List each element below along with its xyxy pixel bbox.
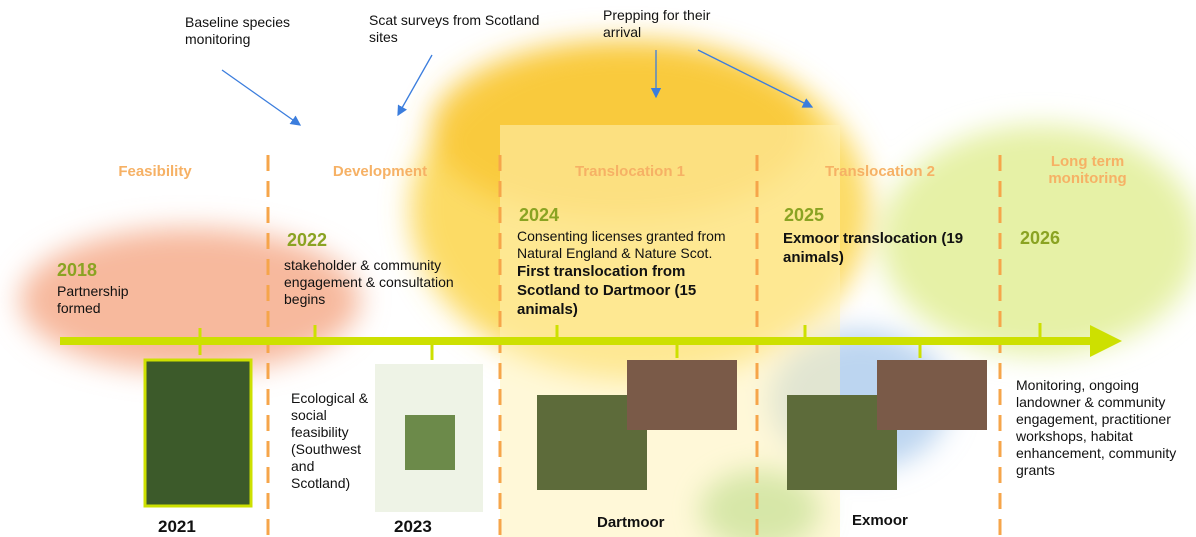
event-text: Partnership formed <box>57 283 157 317</box>
annotation: Prepping for their arrival <box>603 7 743 41</box>
event-year: 2018 <box>57 260 97 281</box>
place-label: Exmoor <box>852 511 908 530</box>
phase-label: Long term monitoring <box>1030 153 1145 187</box>
event-highlight: First translocation from Scotland to Dar… <box>517 263 696 318</box>
note: Monitoring, ongoing landowner & communit… <box>1016 377 1191 479</box>
event-year: 2026 <box>1020 228 1060 249</box>
year-label: 2021 <box>158 517 196 537</box>
annotation: Scat surveys from Scotland sites <box>369 12 569 46</box>
annotation: Baseline species monitoring <box>185 14 325 48</box>
event-text: stakeholder & community engagement & con… <box>284 257 484 308</box>
place-label: Dartmoor <box>597 513 665 532</box>
event-year: 2025 <box>784 205 824 226</box>
event-text: Consenting licenses granted from Natural… <box>517 228 742 319</box>
event-highlight: Exmoor translocation (19 animals) <box>783 229 983 267</box>
phase-label: Translocation 1 <box>555 163 705 180</box>
event-year: 2024 <box>519 205 559 226</box>
event-year: 2022 <box>287 230 327 251</box>
timeline-page: Baseline species monitoring Scat surveys… <box>0 0 1196 537</box>
event-text: Consenting licenses granted from Natural… <box>517 228 726 261</box>
phase-label: Development <box>315 163 445 180</box>
note: Ecological & social feasibility (Southwe… <box>291 390 371 492</box>
phase-label: Translocation 2 <box>805 163 955 180</box>
phase-label: Feasibility <box>90 163 220 180</box>
year-label: 2023 <box>394 517 432 537</box>
